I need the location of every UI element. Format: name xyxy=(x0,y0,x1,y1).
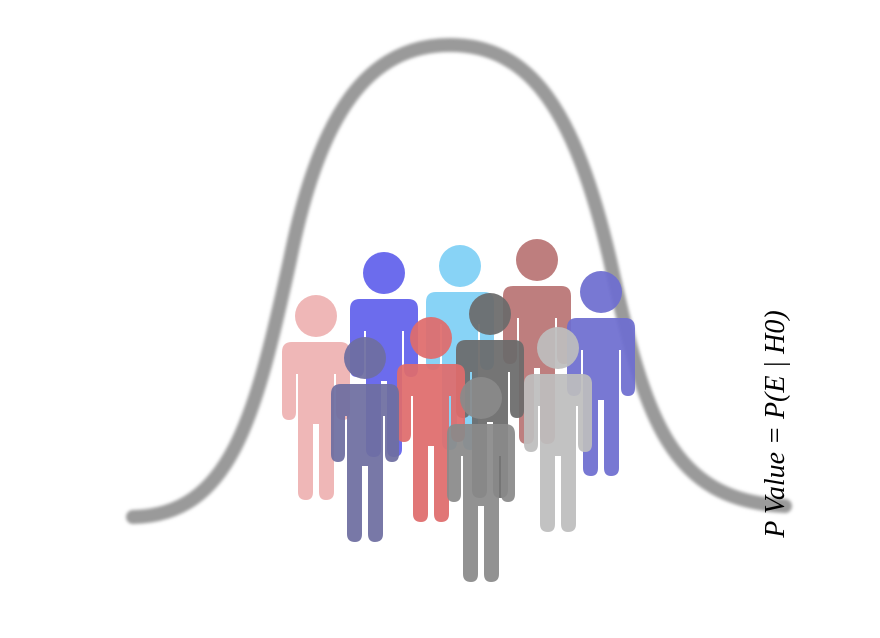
bell-curve xyxy=(126,37,792,524)
p-value-formula: P Value = P(E | H0) xyxy=(760,310,791,538)
crowd-of-people xyxy=(282,239,635,582)
